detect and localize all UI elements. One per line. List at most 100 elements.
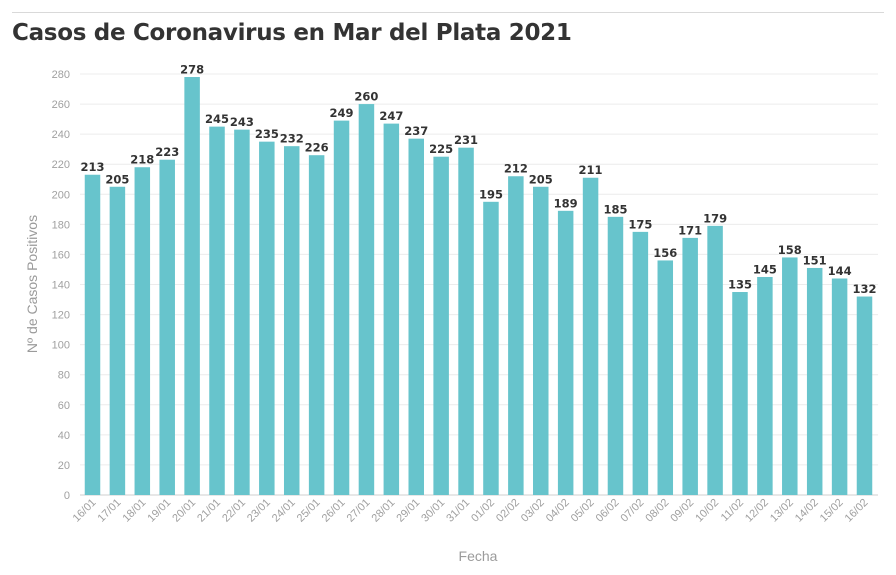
- bar: [732, 292, 748, 495]
- x-tick-label: 06/02: [594, 497, 622, 525]
- bar: [533, 186, 549, 495]
- bar: [757, 276, 773, 495]
- x-axis-ticks: 16/0117/0118/0119/0120/0121/0122/0123/01…: [71, 497, 871, 525]
- x-tick-label: 10/02: [693, 497, 721, 525]
- bar: [632, 231, 649, 495]
- data-label: 185: [603, 202, 627, 216]
- data-label: 225: [429, 142, 453, 156]
- x-tick-label: 20/01: [170, 497, 198, 525]
- bar: [433, 156, 449, 496]
- data-label: 249: [330, 106, 354, 120]
- data-label: 158: [778, 243, 802, 257]
- data-label: 195: [479, 187, 503, 201]
- bar: [657, 260, 674, 495]
- x-tick-label: 28/01: [370, 497, 398, 525]
- bar: [358, 104, 375, 496]
- x-tick-label: 11/02: [719, 497, 746, 524]
- y-axis-title: Nº de Casos Positivos: [24, 215, 40, 353]
- data-label: 235: [255, 127, 279, 141]
- bar: [333, 120, 350, 495]
- data-label: 245: [205, 112, 229, 126]
- y-tick-label: 180: [52, 219, 70, 231]
- bar: [483, 201, 499, 495]
- x-tick-label: 22/01: [220, 497, 248, 525]
- x-tick-label: 17/01: [96, 497, 124, 525]
- x-tick-label: 01/02: [469, 497, 497, 525]
- y-axis-ticks: 0 20 40 60 80 100 120 140 160 180 200 220 240 260 280: [52, 69, 70, 502]
- chart-title: Casos de Coronavirus en Mar del Plata 20…: [12, 20, 572, 46]
- y-tick-label: 220: [52, 159, 70, 171]
- data-label: 135: [728, 278, 752, 292]
- bar: [707, 225, 723, 495]
- data-label: 212: [504, 162, 528, 176]
- data-label: 226: [305, 141, 329, 155]
- bar: [209, 126, 225, 495]
- y-tick-label: 40: [58, 430, 70, 442]
- x-tick-label: 23/01: [245, 497, 273, 525]
- x-axis-title: Fecha: [459, 548, 498, 564]
- data-label: 237: [404, 124, 428, 138]
- data-label: 218: [130, 153, 154, 167]
- x-tick-label: 03/02: [519, 497, 547, 525]
- bar: [682, 237, 698, 495]
- x-tick-label: 26/01: [320, 497, 348, 525]
- data-label: 260: [354, 90, 378, 104]
- x-tick-label: 30/01: [419, 497, 447, 525]
- bar: [234, 129, 250, 495]
- bar: [831, 278, 848, 495]
- y-tick-label: 100: [52, 340, 70, 352]
- x-tick-label: 25/01: [295, 497, 323, 525]
- y-tick-label: 260: [52, 99, 70, 111]
- x-tick-label: 09/02: [668, 497, 696, 525]
- x-tick-label: 07/02: [619, 497, 647, 525]
- data-label: 151: [803, 253, 827, 267]
- x-tick-label: 05/02: [569, 497, 597, 525]
- data-label: 247: [379, 109, 403, 123]
- data-label: 231: [454, 133, 478, 147]
- bar: [84, 174, 101, 495]
- x-tick-label: 14/02: [793, 497, 821, 525]
- bar: [134, 167, 151, 495]
- x-tick-label: 18/01: [120, 497, 148, 525]
- x-tick-label: 15/02: [818, 497, 846, 525]
- bar: [782, 257, 798, 495]
- data-label: 179: [703, 211, 727, 225]
- bar: [806, 267, 823, 495]
- data-label: 223: [155, 145, 179, 159]
- data-label: 243: [230, 115, 254, 129]
- x-tick-label: 16/02: [843, 497, 871, 525]
- data-label: 145: [753, 262, 777, 276]
- data-label: 232: [280, 132, 304, 146]
- data-label: 189: [554, 196, 578, 210]
- data-label: 144: [828, 264, 852, 278]
- data-label: 171: [678, 223, 702, 237]
- bar: [408, 138, 424, 495]
- bar: [109, 186, 126, 495]
- data-label: 205: [105, 172, 129, 186]
- bar: [159, 159, 175, 496]
- y-tick-label: 280: [52, 69, 70, 81]
- x-tick-label: 16/01: [71, 497, 99, 525]
- top-divider: [12, 12, 884, 13]
- x-tick-label: 04/02: [544, 497, 572, 525]
- y-tick-label: 20: [58, 460, 70, 472]
- data-label: 211: [579, 163, 603, 177]
- x-tick-label: 12/02: [743, 497, 771, 525]
- bar: [856, 296, 873, 495]
- x-tick-label: 02/02: [494, 497, 522, 525]
- x-tick-label: 24/01: [270, 497, 298, 525]
- bar: [582, 177, 599, 495]
- y-tick-label: 0: [64, 490, 70, 502]
- bar: [184, 77, 200, 495]
- x-tick-label: 27/01: [345, 497, 373, 525]
- bar: [607, 216, 624, 495]
- x-tick-label: 19/01: [145, 497, 173, 525]
- bar: [283, 146, 300, 495]
- x-tick-label: 08/02: [643, 497, 671, 525]
- data-label: 132: [852, 282, 876, 296]
- x-tick-label: 21/01: [195, 497, 223, 525]
- bar: [557, 210, 574, 495]
- bar: [383, 123, 400, 495]
